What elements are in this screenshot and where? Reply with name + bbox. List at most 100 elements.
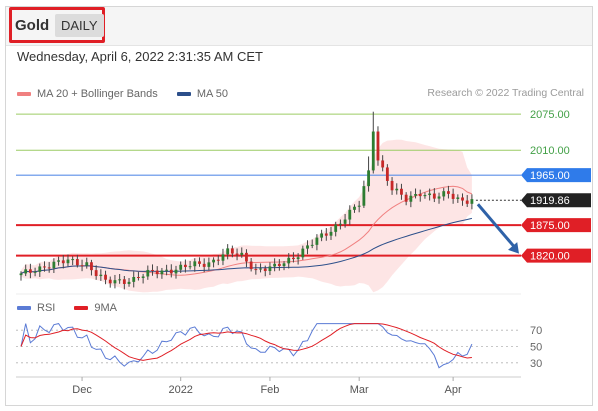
candle xyxy=(362,180,366,208)
legend-item-rsi: RSI xyxy=(17,302,55,314)
candle xyxy=(38,263,42,277)
candle-body xyxy=(198,261,201,264)
level-tag-1820.00: 1820.00 xyxy=(521,248,591,263)
candle-body xyxy=(338,223,342,225)
candle xyxy=(254,263,258,275)
x-tick-label-Apr: Apr xyxy=(445,384,462,396)
candle xyxy=(310,239,314,249)
forecast-arrow-shaft xyxy=(476,203,517,249)
candle-body xyxy=(193,261,197,267)
candle xyxy=(202,258,206,273)
candle xyxy=(320,229,324,242)
candle xyxy=(447,185,450,199)
candle xyxy=(348,205,352,225)
level-tag-1965.00: 1965.00 xyxy=(521,168,591,183)
candle-body xyxy=(160,270,164,275)
level-tag-1875.00: 1875.00 xyxy=(521,218,591,233)
candle-body xyxy=(263,268,267,272)
candle-body xyxy=(254,269,258,271)
candle-body xyxy=(240,252,244,255)
candle-body xyxy=(221,254,225,261)
candle-body xyxy=(442,191,446,197)
candle-body xyxy=(404,194,408,202)
level-tag-shape xyxy=(521,168,591,183)
candle xyxy=(155,266,159,279)
candle xyxy=(282,261,286,271)
candle xyxy=(277,259,281,271)
candle xyxy=(226,244,230,260)
candle xyxy=(245,249,248,268)
candle-body xyxy=(451,193,455,199)
candle-body xyxy=(296,257,300,260)
candle-body xyxy=(202,263,206,267)
instrument-name: Gold xyxy=(15,17,50,34)
bollinger-band xyxy=(21,139,472,293)
candle-body xyxy=(395,188,399,191)
rsi-swatch xyxy=(17,306,31,310)
period-button[interactable]: DAILY xyxy=(55,14,104,37)
last-price-tag-shape xyxy=(521,193,591,208)
candle-body xyxy=(259,268,262,270)
candle-body xyxy=(104,274,107,280)
candle xyxy=(367,156,370,192)
candle-body xyxy=(423,195,427,197)
level-tag-label: 1965.00 xyxy=(530,170,570,182)
candle xyxy=(28,263,32,279)
ma20-swatch xyxy=(17,92,31,96)
rsi-panel: 70 50 30 xyxy=(16,293,542,370)
candle-body xyxy=(33,271,37,273)
candle xyxy=(193,258,197,272)
candle-body xyxy=(301,248,305,258)
ma50-swatch xyxy=(176,92,191,96)
candle-body xyxy=(324,233,328,236)
oscillator-legend: RSI 9MA xyxy=(17,301,133,314)
candle xyxy=(71,256,75,266)
candle xyxy=(230,245,234,258)
candle-body xyxy=(268,266,272,272)
candle xyxy=(268,262,272,276)
candle xyxy=(160,267,164,279)
candle-body xyxy=(348,209,352,220)
legend-label-rsi: RSI xyxy=(37,302,56,314)
candle-body xyxy=(99,274,103,277)
candle-body xyxy=(141,276,145,278)
candle-body xyxy=(132,277,136,282)
candle-body xyxy=(362,186,366,206)
candle-body xyxy=(343,219,347,224)
candle-body xyxy=(155,270,159,275)
x-tick-label-2022: 2022 xyxy=(168,384,192,396)
candle-body xyxy=(353,206,356,210)
price-chart[interactable]: 2075.00 2010.00 1965.00 1875.00 1820.00 1919.… xyxy=(6,7,592,405)
candle-body xyxy=(24,269,28,274)
x-tick-label-Feb: Feb xyxy=(260,384,279,396)
candle xyxy=(179,261,183,274)
candle xyxy=(315,234,319,251)
candle xyxy=(437,192,441,204)
candle-body xyxy=(43,266,46,268)
research-credit: Research © 2022 Trading Central xyxy=(427,87,584,99)
candle xyxy=(292,252,295,263)
candle-body xyxy=(437,196,441,199)
x-tick-label-Dec: Dec xyxy=(72,384,92,396)
candle-body xyxy=(470,199,474,204)
chart-header: Gold DAILY xyxy=(6,7,592,46)
candle-body xyxy=(66,259,70,264)
candle xyxy=(183,259,187,273)
legend-label-ma50: MA 50 xyxy=(196,88,229,100)
candle-body xyxy=(320,233,324,238)
candle-body xyxy=(47,267,51,269)
candle xyxy=(381,155,385,172)
candle xyxy=(470,194,474,210)
candle xyxy=(465,195,469,207)
candle-body xyxy=(400,188,403,195)
legend-label-9ma: 9MA xyxy=(94,302,118,314)
candle-body xyxy=(90,262,93,271)
candle-body xyxy=(428,193,432,196)
candle-body xyxy=(310,244,314,246)
candle xyxy=(174,265,178,279)
candle-body xyxy=(329,231,333,236)
candle xyxy=(132,271,136,288)
candle xyxy=(165,264,169,276)
candle-body xyxy=(165,269,169,271)
candle xyxy=(146,265,150,280)
